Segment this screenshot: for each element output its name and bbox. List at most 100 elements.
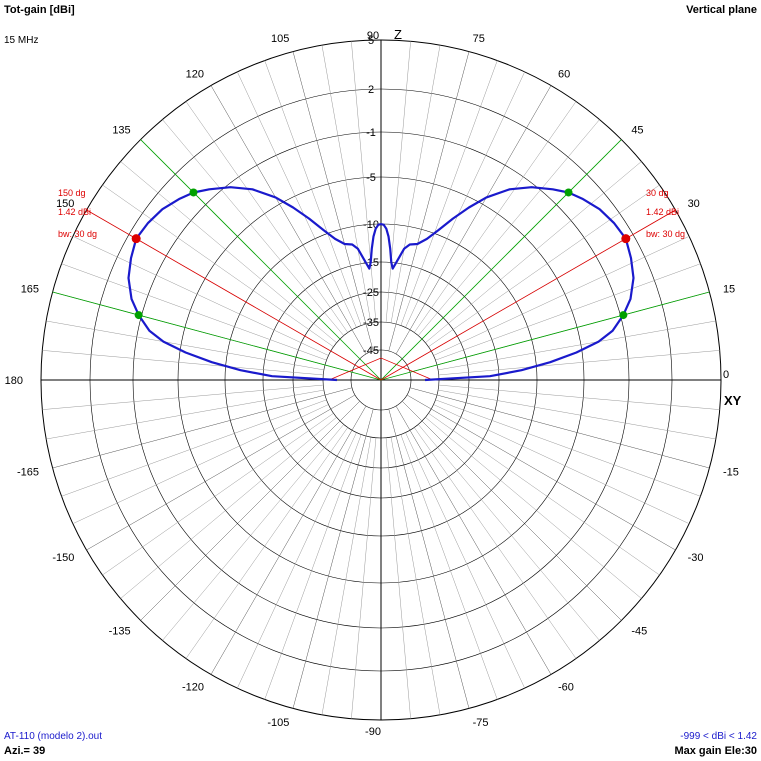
radial-tick-label: -25 <box>363 287 379 299</box>
grid-spoke <box>292 408 374 709</box>
angle-tick-label: 105 <box>271 33 289 45</box>
grid-spoke <box>237 432 357 689</box>
grid-spoke <box>46 320 324 371</box>
angle-tick-label: -135 <box>109 625 131 637</box>
grid-spoke <box>433 236 690 356</box>
angle-tick-label: -165 <box>17 467 39 479</box>
grid-spoke <box>418 119 600 336</box>
gain-markers <box>131 188 631 320</box>
grid-spoke <box>321 45 372 323</box>
angle-tick-label: -45 <box>631 625 647 637</box>
angle-tick-label: -75 <box>473 717 489 729</box>
radial-tick-label: -35 <box>363 317 379 329</box>
grid-spoke <box>400 60 498 326</box>
grid-spoke <box>52 387 353 469</box>
angle-tick-label: -105 <box>267 717 289 729</box>
grid-spoke <box>438 384 720 410</box>
grid-spoke <box>61 399 327 497</box>
radiation-pattern <box>127 186 635 382</box>
pattern-curve <box>127 186 635 382</box>
grid-spoke <box>385 437 411 719</box>
grid-spoke <box>409 387 710 469</box>
grid-spoke <box>405 432 525 689</box>
grid-spoke <box>428 184 660 347</box>
radial-tick-label: -5 <box>366 172 376 184</box>
grid-spoke <box>162 424 344 641</box>
grid-spoke <box>425 161 642 343</box>
grid-spoke <box>42 350 324 376</box>
beamwidth-point <box>189 188 198 197</box>
beamwidth-line <box>380 291 710 381</box>
grid-spoke <box>433 404 690 524</box>
max-gain-label-line: 30 dg <box>646 188 669 198</box>
angle-tick-label: -120 <box>182 682 204 694</box>
angle-tick-label: 45 <box>631 125 643 137</box>
grid-spoke <box>162 119 344 336</box>
angle-tick-label: -90 <box>365 726 381 738</box>
grid-spoke <box>264 60 362 326</box>
beamwidth-point <box>134 311 143 320</box>
angle-tick-label: -60 <box>558 682 574 694</box>
xy-axis-label: XY <box>724 393 742 408</box>
grid-spoke <box>428 413 660 576</box>
grid-spoke <box>237 71 357 328</box>
radial-tick-labels: 52-1-5-10-15-25-35-45 <box>363 35 379 357</box>
grid-spoke <box>42 384 324 410</box>
grid-spoke <box>414 101 577 333</box>
chart-title: Tot-gain [dBi] <box>4 4 75 16</box>
max-gain-label-line: 1.42 dBi <box>646 207 679 217</box>
grid-spoke <box>185 427 348 659</box>
grid-spoke <box>61 263 327 361</box>
max-gain-label-line: bw: 30 dg <box>646 229 685 239</box>
angle-tick-label: 90 <box>367 30 379 42</box>
grid-spoke <box>395 405 552 675</box>
grid-spoke <box>438 320 716 371</box>
angle-tick-label: 60 <box>558 68 570 80</box>
angle-tick-label: -15 <box>723 467 739 479</box>
grid-spoke <box>72 404 329 524</box>
beamwidth-point <box>564 188 573 197</box>
angle-tick-label: 180 <box>5 375 23 387</box>
grid-spoke <box>72 236 329 356</box>
frequency-label: 15 MHz <box>4 35 39 46</box>
grid-spoke <box>435 399 701 497</box>
max-gain-label-line: 150 dg <box>58 188 86 198</box>
grid-spoke <box>395 85 552 355</box>
plane-label: Vertical plane <box>686 4 757 16</box>
max-gain-point <box>131 234 141 244</box>
angle-tick-label: -150 <box>52 552 74 564</box>
grid-spoke <box>102 413 334 576</box>
angle-tick-label: 150 <box>56 198 74 210</box>
max-gain-point <box>621 234 631 244</box>
beamwidth-line <box>140 139 382 381</box>
beamwidth-line <box>380 139 622 381</box>
angle-tick-label: 30 <box>688 198 700 210</box>
grid-spoke <box>46 389 324 440</box>
grid-spoke <box>120 161 337 343</box>
max-gain-label-line: 1.42 dBi <box>58 207 91 217</box>
angle-tick-label: 15 <box>723 283 735 295</box>
grid-spoke <box>390 45 441 323</box>
angle-tick-label: 120 <box>186 68 204 80</box>
grid-spoke <box>402 401 622 621</box>
angle-tick-label: -30 <box>688 552 704 564</box>
grid-spoke <box>210 85 367 355</box>
axis-labels: Z XY <box>394 27 742 408</box>
beamwidth-point <box>619 311 628 320</box>
radial-tick-label: -1 <box>366 127 376 139</box>
grid-spoke <box>351 41 377 323</box>
grid-spoke <box>292 51 374 352</box>
lobe-apex <box>328 357 434 381</box>
grid-spoke <box>388 408 470 709</box>
grid-spoke <box>435 263 701 361</box>
angle-tick-label: 135 <box>112 125 130 137</box>
max-gain-labels: 30 dg 1.42 dBi bw: 30 dg 150 dg 1.42 dBi bw: … <box>58 188 685 239</box>
file-name: AT-110 (modelo 2).out <box>4 731 103 742</box>
azimuth-label: Azi.= 39 <box>4 745 46 757</box>
grid-spoke <box>264 434 362 700</box>
grid-spoke <box>425 417 642 599</box>
grid-spoke <box>405 71 525 328</box>
grid-spoke <box>418 424 600 641</box>
grid-spoke <box>120 417 337 599</box>
